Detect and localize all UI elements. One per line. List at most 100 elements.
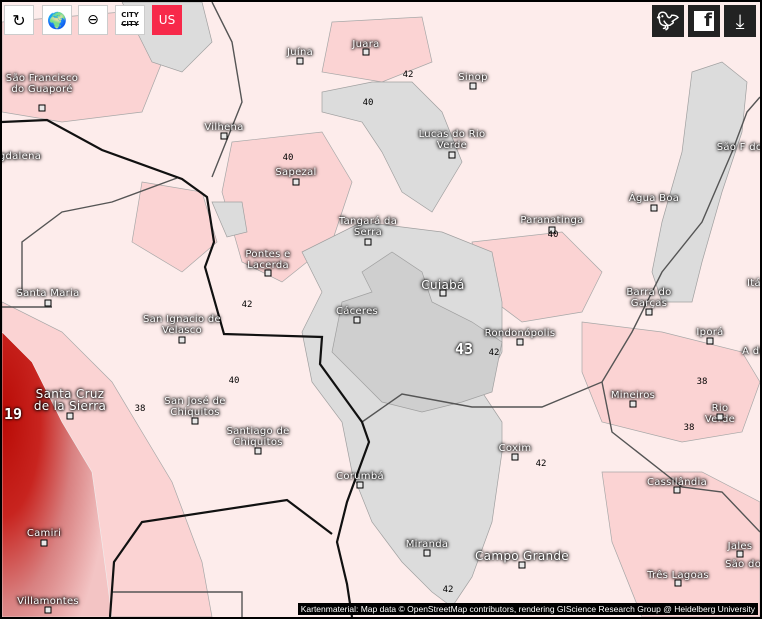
- city-label: Coxim: [498, 443, 532, 454]
- city-label: A de: [742, 346, 760, 357]
- city-marker[interactable]: [548, 226, 556, 234]
- city-marker[interactable]: [706, 337, 714, 345]
- city-label: Santa Cruz de la Sierra: [33, 387, 107, 413]
- city-label: San José de Chiquitos: [164, 396, 226, 418]
- contour-label: 42: [442, 585, 454, 595]
- city-label: Mineiros: [610, 390, 656, 401]
- city-marker[interactable]: [511, 453, 519, 461]
- city-marker[interactable]: [469, 82, 477, 90]
- contour-label: 40: [228, 376, 240, 386]
- city-label: Campo Grande: [475, 549, 569, 563]
- city-label: Água Boa: [628, 193, 680, 204]
- city-marker[interactable]: [353, 316, 361, 324]
- city-marker[interactable]: [673, 486, 681, 494]
- city-marker[interactable]: [448, 151, 456, 159]
- contour-label: 19: [3, 405, 23, 423]
- contour-label: 42: [241, 300, 253, 310]
- city-marker[interactable]: [40, 539, 48, 547]
- city-marker[interactable]: [674, 579, 682, 587]
- city-toggle-button[interactable]: CITY CITY: [115, 5, 145, 35]
- city-label: São do Ri: [725, 559, 760, 570]
- city-label: Santa Maria: [16, 288, 80, 299]
- city-marker[interactable]: [66, 412, 74, 420]
- city-marker[interactable]: [645, 308, 653, 316]
- contour-label: 40: [362, 98, 374, 108]
- contour-label: 42: [488, 348, 500, 358]
- city-marker[interactable]: [423, 549, 431, 557]
- city-label: Três Lagoas: [647, 570, 709, 581]
- city-marker[interactable]: [439, 289, 447, 297]
- city-label: Tangará da Serra: [338, 216, 398, 238]
- city-marker[interactable]: [38, 104, 46, 112]
- city-label: Sinop: [458, 72, 488, 83]
- facebook-button[interactable]: f: [688, 5, 720, 37]
- contour-label: 42: [535, 459, 547, 469]
- city-label: Paranatinga: [520, 215, 584, 226]
- city-label: Lucas do Rio Verde: [418, 129, 486, 151]
- city-label: Villamontes: [17, 596, 79, 607]
- zoom-out-icon: ⊖: [87, 12, 99, 28]
- city-marker[interactable]: [516, 338, 524, 346]
- city-label: São Francisco do Guaporé: [5, 73, 79, 95]
- city-label: Cassilândia: [646, 477, 708, 488]
- city-marker[interactable]: [364, 238, 372, 246]
- city-marker[interactable]: [362, 48, 370, 56]
- units-button[interactable]: US: [152, 5, 182, 35]
- city-label: Vilhena: [204, 122, 244, 133]
- reload-button[interactable]: ↻: [4, 5, 34, 35]
- city-label: Santiago de Chiquitos: [226, 426, 290, 448]
- city-marker[interactable]: [736, 550, 744, 558]
- city-marker[interactable]: [254, 447, 262, 455]
- attribution: Kartenmaterial: Map data © OpenStreetMap…: [297, 603, 758, 615]
- city-marker[interactable]: [191, 417, 199, 425]
- city-label: Pontes e Lacerda: [245, 249, 291, 271]
- city-label: Sapezal: [275, 167, 317, 178]
- contour-label: 42: [402, 70, 414, 80]
- city-marker[interactable]: [356, 481, 364, 489]
- city-label: CITY: [121, 11, 139, 19]
- city-marker[interactable]: [44, 299, 52, 307]
- city-label: Corumbá: [336, 471, 384, 482]
- city-label: Iporá: [696, 327, 724, 338]
- globe-location-icon: 🌍: [47, 10, 67, 30]
- city-marker[interactable]: [296, 57, 304, 65]
- city-label: Juara: [352, 39, 380, 50]
- city-label: gdalena: [2, 151, 42, 162]
- contour-label: 38: [696, 377, 708, 387]
- download-button[interactable]: ⤓: [724, 5, 756, 37]
- locate-button[interactable]: 🌍: [42, 5, 72, 35]
- refresh-icon: ↻: [12, 10, 26, 30]
- city-label: Juína: [286, 47, 314, 58]
- twitter-icon: 🐦︎: [656, 10, 680, 32]
- city-label: Jales: [727, 541, 753, 552]
- national-borders: [2, 118, 371, 617]
- city-label: Itá: [747, 278, 760, 289]
- city-marker[interactable]: [650, 204, 658, 212]
- city-marker[interactable]: [292, 178, 300, 186]
- city-marker[interactable]: [629, 400, 637, 408]
- city-label: Cáceres: [335, 306, 379, 317]
- city-label: Barra do Garças: [626, 287, 672, 309]
- contour-label: 38: [134, 404, 146, 414]
- city-marker[interactable]: [178, 336, 186, 344]
- city-marker[interactable]: [264, 269, 272, 277]
- city-label: São F do Ar: [716, 142, 760, 153]
- city-label: Miranda: [405, 539, 449, 550]
- city-marker[interactable]: [518, 561, 526, 569]
- city-label-struck: CITY: [121, 20, 139, 28]
- contour-label: 43: [454, 340, 474, 358]
- hot-zone: [2, 331, 113, 617]
- facebook-icon: f: [694, 10, 714, 31]
- city-label: Cuiabá: [421, 278, 465, 292]
- contour-label: 38: [683, 423, 695, 433]
- twitter-button[interactable]: 🐦︎: [652, 5, 684, 37]
- city-marker[interactable]: [44, 606, 52, 614]
- contour-label: 40: [547, 230, 559, 240]
- zoom-out-button[interactable]: ⊖: [78, 5, 108, 35]
- city-marker[interactable]: [220, 132, 228, 140]
- contour-label: 40: [282, 153, 294, 163]
- city-marker[interactable]: [716, 413, 724, 421]
